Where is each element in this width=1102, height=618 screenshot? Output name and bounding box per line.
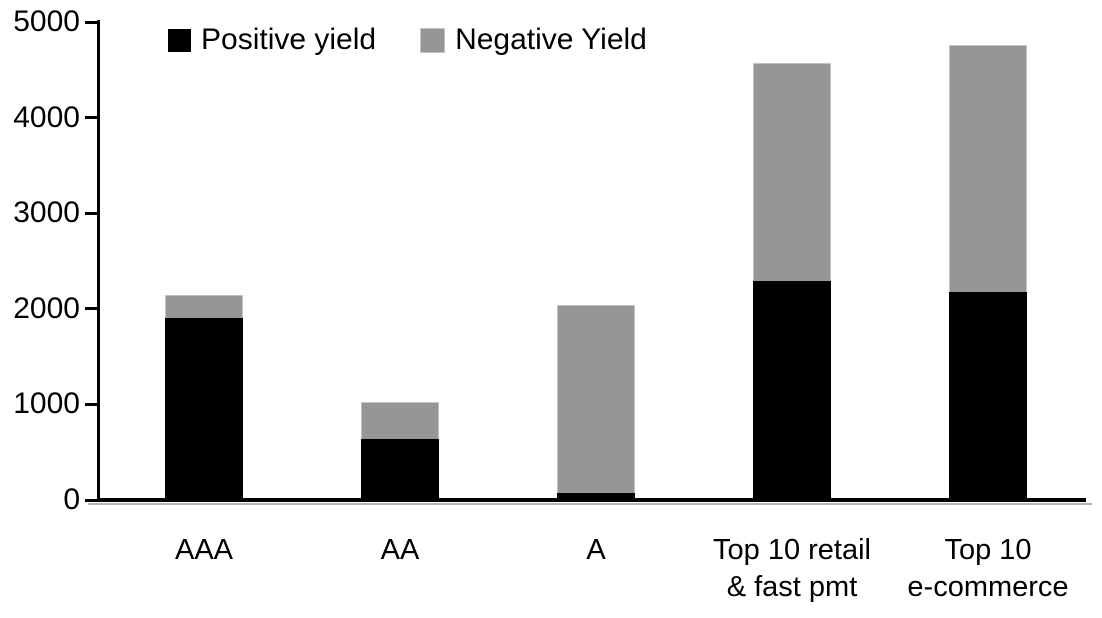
x-category-label-4: Top 10 e-commerce bbox=[907, 534, 1069, 603]
bar-segment-positive-yield bbox=[949, 292, 1027, 498]
bar-segment-negative-yield bbox=[557, 304, 635, 494]
x-category-label-2: A bbox=[586, 534, 606, 566]
y-tick-label-2000: 2000 bbox=[13, 291, 80, 325]
y-tick-mark-4000 bbox=[85, 116, 98, 120]
bar-segment-negative-yield bbox=[949, 44, 1027, 293]
x-category-label-3: Top 10 retail & fast pmt bbox=[713, 534, 871, 603]
x-category-label-0: AAA bbox=[174, 534, 234, 566]
x-axis-shadow-line bbox=[88, 503, 1092, 505]
bar-aa bbox=[361, 402, 439, 498]
bar-segment-negative-yield bbox=[753, 63, 831, 281]
bar-segment-negative-yield bbox=[165, 295, 243, 319]
bar-top-10-retail bbox=[753, 63, 831, 498]
y-tick-label-3000: 3000 bbox=[13, 196, 80, 230]
x-axis-line bbox=[97, 498, 1086, 502]
bar-segment-positive-yield bbox=[753, 280, 831, 498]
y-axis-line bbox=[97, 20, 100, 502]
legend: Positive yield Negative Yield bbox=[168, 24, 647, 56]
bar-a bbox=[557, 304, 635, 498]
y-tick-mark-0 bbox=[85, 498, 98, 502]
bar-segment-negative-yield bbox=[361, 402, 439, 439]
bar-top-10 bbox=[949, 44, 1027, 498]
y-tick-mark-2000 bbox=[85, 307, 98, 311]
y-tick-mark-3000 bbox=[85, 211, 98, 215]
legend-item-positive-yield: Positive yield bbox=[168, 24, 376, 56]
legend-label-negative-yield: Negative Yield bbox=[455, 23, 647, 56]
y-tick-mark-5000 bbox=[85, 20, 98, 24]
x-category-label-1: AA bbox=[380, 534, 420, 566]
y-tick-label-4000: 4000 bbox=[13, 100, 80, 134]
y-tick-label-1000: 1000 bbox=[13, 387, 80, 421]
positive-yield-swatch-icon bbox=[168, 28, 191, 52]
legend-label-positive-yield: Positive yield bbox=[201, 23, 377, 56]
negative-yield-swatch-icon bbox=[420, 27, 446, 53]
bar-segment-positive-yield bbox=[557, 493, 635, 498]
bar-aaa bbox=[165, 295, 243, 498]
legend-item-negative-yield: Negative Yield bbox=[420, 24, 647, 56]
y-tick-label-5000: 5000 bbox=[13, 5, 80, 38]
bar-segment-positive-yield bbox=[361, 438, 439, 498]
y-tick-mark-1000 bbox=[85, 402, 98, 406]
bar-segment-positive-yield bbox=[165, 318, 243, 498]
y-tick-label-0: 0 bbox=[63, 483, 80, 516]
